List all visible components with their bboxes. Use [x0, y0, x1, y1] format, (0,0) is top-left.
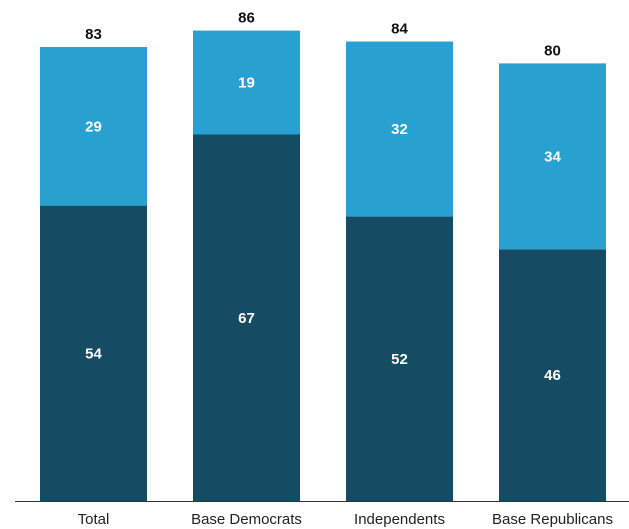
total-label-independents: 84 [391, 21, 408, 38]
data-label-total-top: 29 [85, 118, 102, 135]
bar-segment-base-democrats-top [193, 30, 300, 135]
category-label-total: Total [78, 511, 110, 528]
category-label-independents: Independents [354, 511, 445, 528]
total-label-base-republicans: 80 [544, 42, 561, 59]
bars-layer [40, 30, 606, 501]
bar-segment-base-democrats-bottom [193, 134, 300, 501]
total-label-total: 83 [85, 26, 102, 43]
labels-layer: 54 29 83 67 19 86 52 32 84 46 34 80 [85, 10, 561, 385]
category-labels: Total Base Democrats Independents Base Repu… [78, 511, 613, 528]
data-label-base-democrats-bottom: 67 [238, 310, 255, 327]
bar-segment-independents-bottom [346, 216, 453, 501]
category-label-base-republicans: Base Republicans [492, 511, 613, 528]
bar-segment-independents-top [346, 41, 453, 217]
data-label-total-bottom: 54 [85, 345, 102, 362]
data-label-base-republicans-bottom: 46 [544, 367, 561, 384]
data-label-independents-bottom: 52 [391, 351, 408, 368]
data-label-independents-top: 32 [391, 121, 408, 138]
bar-segment-total-top [40, 46, 147, 206]
bar-segment-base-republicans-bottom [499, 249, 606, 501]
data-label-base-democrats-top: 19 [238, 75, 255, 92]
bar-segment-base-republicans-top [499, 63, 606, 250]
bar-segment-total-bottom [40, 205, 147, 501]
total-label-base-democrats: 86 [238, 10, 255, 27]
data-label-base-republicans-top: 34 [544, 148, 561, 165]
category-label-base-democrats: Base Democrats [191, 511, 302, 528]
